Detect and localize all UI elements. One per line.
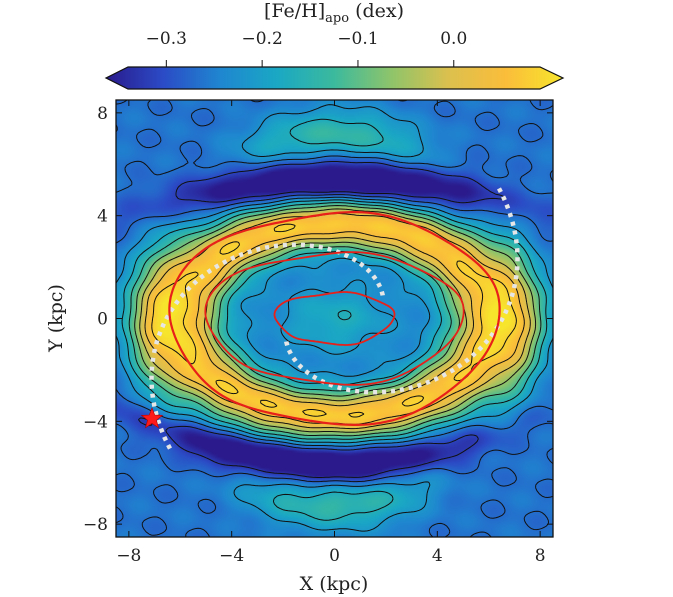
y-tick-label: 4 — [97, 207, 108, 227]
y-tick-label: 0 — [97, 310, 108, 330]
sun-star-marker — [140, 406, 164, 429]
contour-line — [134, 205, 537, 433]
x-tick-label: −8 — [116, 546, 141, 566]
colorbar: [Fe/H]apo (dex) −0.3 −0.2 −0.1 0.0 — [104, 0, 565, 90]
y-axis-ticks: −8 −4 0 4 8 — [83, 104, 553, 535]
colorbar-label: [Fe/H]apo (dex) — [264, 0, 404, 26]
bar-middle-contour — [204, 251, 465, 386]
contour-line — [121, 118, 548, 521]
y-tick-label: 8 — [97, 104, 108, 124]
colorbar-tick-label: −0.3 — [146, 29, 187, 49]
colorbar-tick-label: −0.1 — [337, 29, 378, 49]
x-tick-label: −4 — [219, 546, 244, 566]
y-tick-label: −4 — [83, 412, 108, 432]
x-tick-label: 0 — [329, 546, 340, 566]
contour-line — [151, 223, 517, 418]
x-tick-label: 4 — [432, 546, 443, 566]
colorbar-ticks: −0.3 −0.2 −0.1 0.0 — [146, 29, 467, 67]
y-tick-label: −8 — [83, 515, 108, 535]
bar-contours — [168, 211, 501, 426]
colorbar-tick-label: −0.2 — [241, 29, 282, 49]
x-axis-ticks: −8 −4 0 4 8 — [116, 100, 546, 566]
x-axis-label: X (kpc) — [300, 573, 369, 595]
bar-inner-contour — [273, 291, 396, 346]
contour-line — [128, 202, 542, 437]
colorbar-tick-label: 0.0 — [440, 29, 467, 49]
plot-area: −8 −4 0 4 8 −8 −4 0 4 8 X (kpc) Y (kpc) — [45, 99, 554, 595]
y-axis-label: Y (kpc) — [45, 284, 67, 353]
bar-outer-contour — [168, 211, 501, 426]
colorbar-body — [104, 66, 565, 90]
contour-line — [138, 161, 506, 478]
x-tick-label: 8 — [535, 546, 546, 566]
contour-lines — [116, 100, 553, 537]
contour-line — [116, 104, 553, 532]
metallicity-heatmap — [116, 100, 553, 537]
